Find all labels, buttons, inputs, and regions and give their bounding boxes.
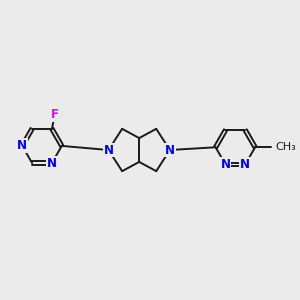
Text: N: N <box>240 158 250 171</box>
Text: N: N <box>103 143 113 157</box>
Text: N: N <box>47 157 57 169</box>
Text: N: N <box>220 158 230 171</box>
Text: F: F <box>51 108 58 121</box>
Text: CH₃: CH₃ <box>275 142 296 152</box>
Text: N: N <box>17 140 27 152</box>
Text: N: N <box>165 143 175 157</box>
